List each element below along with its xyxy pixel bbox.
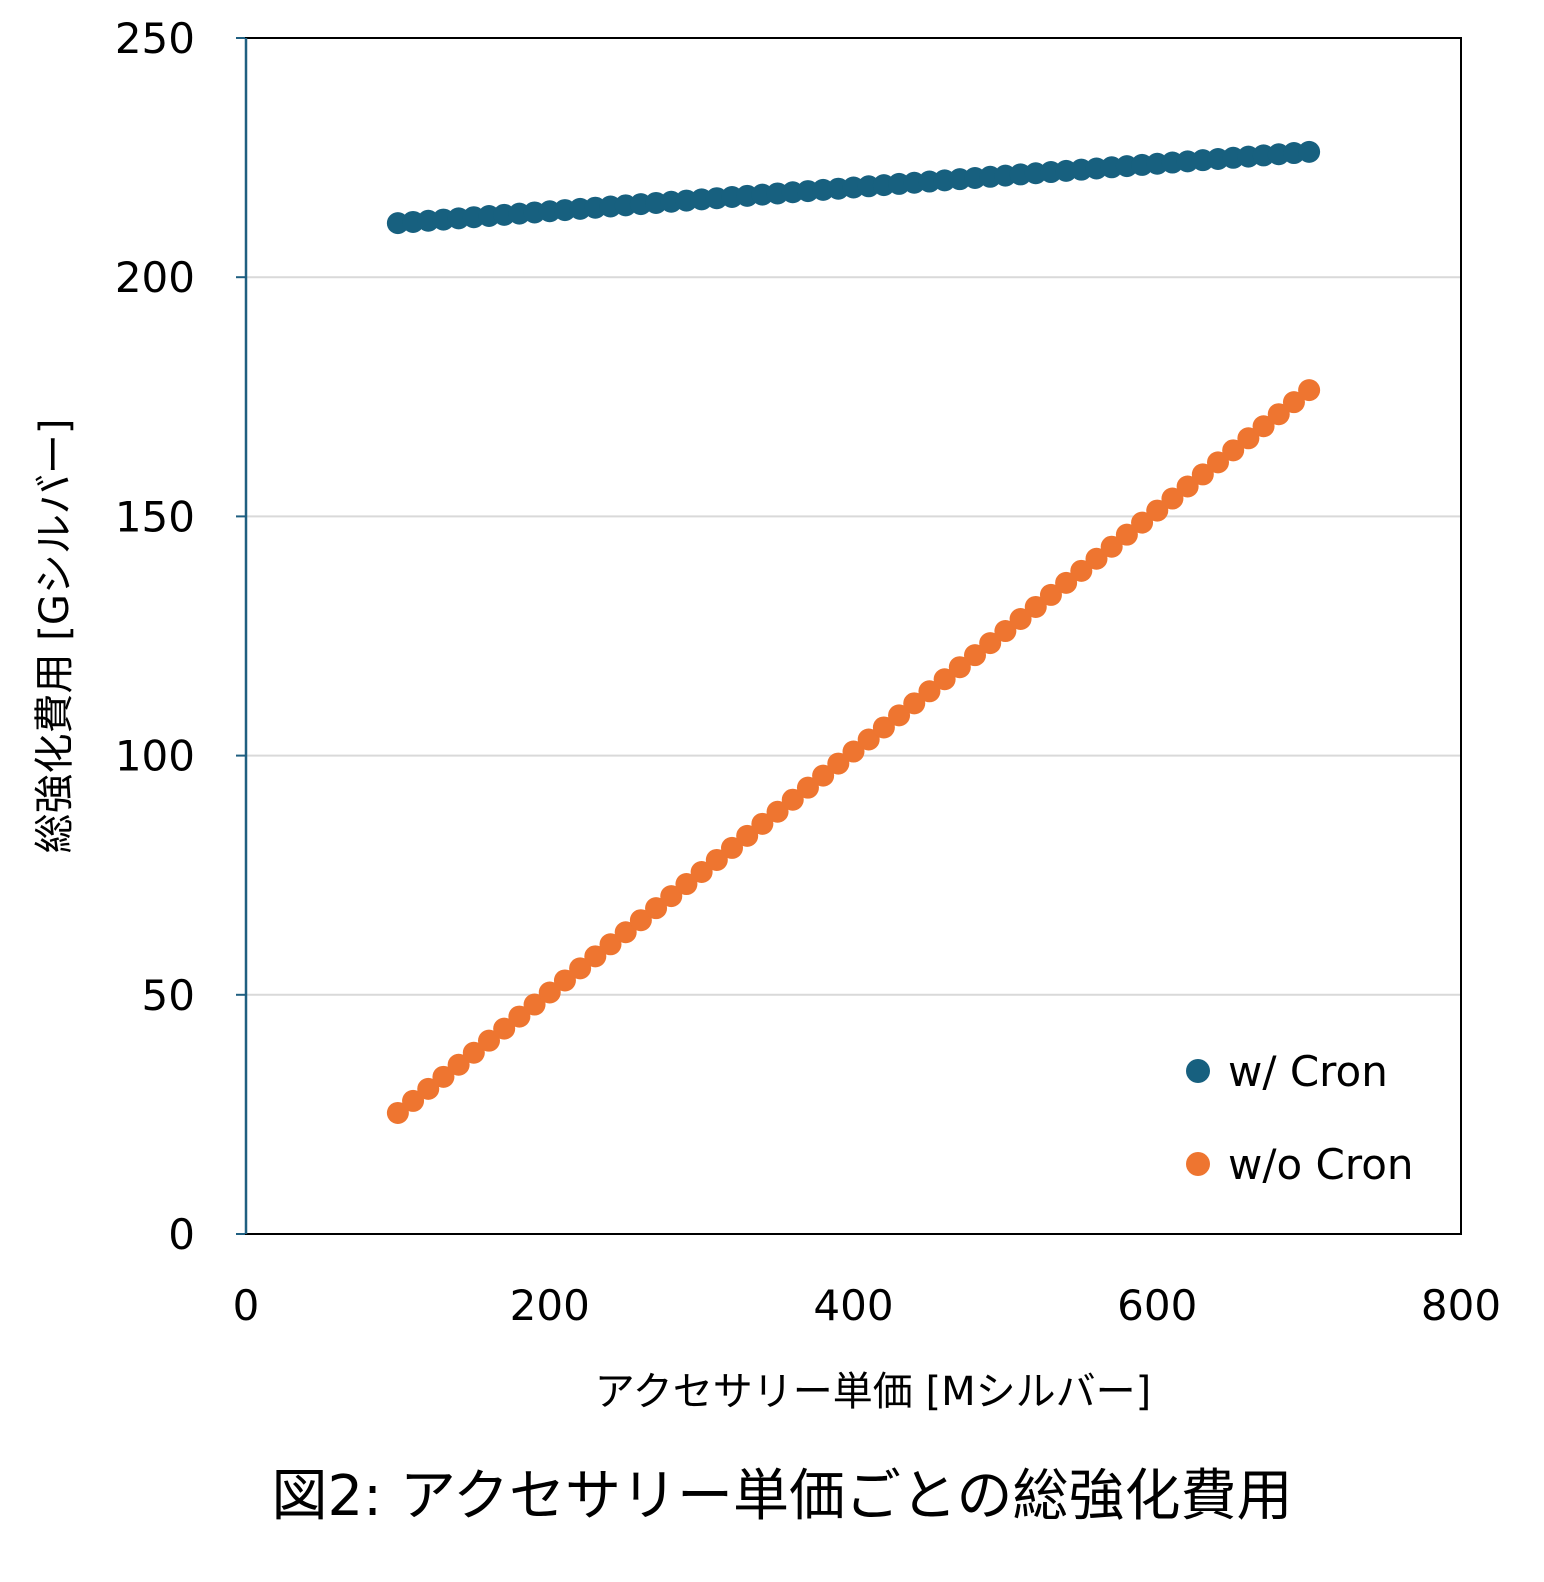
data-point xyxy=(1176,475,1199,498)
data-point xyxy=(918,680,941,703)
data-point xyxy=(447,1053,470,1076)
legend-label: w/ Cron xyxy=(1228,1047,1388,1096)
data-point xyxy=(812,764,835,787)
data-point xyxy=(1282,391,1305,414)
data-point xyxy=(1039,583,1062,606)
data-point xyxy=(645,897,668,920)
y-tick-label: 0 xyxy=(168,1210,195,1259)
y-tick-label: 50 xyxy=(142,971,195,1020)
data-point xyxy=(629,909,652,932)
data-point xyxy=(888,704,911,727)
data-point xyxy=(827,752,850,775)
series-w-o-cron xyxy=(386,379,1321,1124)
data-point xyxy=(872,716,895,739)
data-point xyxy=(994,620,1017,643)
data-point xyxy=(478,1029,500,1052)
data-points xyxy=(386,140,1321,1124)
legend-label: w/o Cron xyxy=(1228,1140,1414,1189)
y-tick-label: 250 xyxy=(115,14,195,63)
x-tick-label: 400 xyxy=(813,1281,893,1330)
data-point xyxy=(675,873,698,896)
legend: w/ Cron w/o Cron xyxy=(1186,1047,1414,1189)
data-point xyxy=(523,993,546,1016)
data-point xyxy=(538,981,561,1004)
data-point xyxy=(599,933,622,956)
data-point xyxy=(1024,595,1047,618)
data-point xyxy=(736,824,759,847)
data-point xyxy=(751,812,774,835)
legend-marker xyxy=(1186,1152,1210,1176)
data-point xyxy=(721,836,743,859)
legend-marker xyxy=(1186,1059,1210,1083)
figure-caption: 図2: アクセサリー単価ごとの総強化費用 xyxy=(272,1464,1293,1529)
y-tick-labels: 0 50 100 150 200 250 xyxy=(115,14,195,1259)
data-point xyxy=(1085,547,1108,570)
y-tick-label: 150 xyxy=(115,492,195,541)
data-point xyxy=(948,656,971,679)
data-point xyxy=(705,848,728,871)
data-point xyxy=(964,644,986,667)
x-tick-label: 0 xyxy=(233,1281,260,1330)
data-point xyxy=(842,740,865,763)
data-point xyxy=(553,969,576,992)
x-tick-label: 800 xyxy=(1421,1281,1501,1330)
data-point xyxy=(462,1041,485,1064)
data-point xyxy=(493,1017,516,1040)
x-tick-label: 200 xyxy=(510,1281,590,1330)
data-point xyxy=(903,692,926,715)
data-point xyxy=(796,776,819,799)
data-point xyxy=(1298,140,1321,163)
data-point xyxy=(1115,523,1138,546)
x-axis-label: アクセサリー単価 [Mシルバー] xyxy=(595,1369,1151,1415)
data-point xyxy=(1222,439,1245,462)
data-point xyxy=(1267,403,1290,426)
data-point xyxy=(417,1077,440,1100)
data-point xyxy=(386,1101,409,1124)
data-point xyxy=(690,861,713,884)
data-point xyxy=(660,885,683,908)
data-point xyxy=(781,788,804,811)
data-point xyxy=(1207,451,1229,474)
data-point xyxy=(1191,463,1214,486)
data-point xyxy=(857,728,880,751)
y-tick-label: 100 xyxy=(115,732,195,781)
data-point xyxy=(1161,487,1184,510)
data-point xyxy=(1055,571,1078,594)
data-point xyxy=(766,800,789,823)
y-axis-label: 総強化費用 [Gシルバー] xyxy=(32,419,78,854)
data-point xyxy=(614,921,637,944)
data-point xyxy=(584,945,607,968)
data-point xyxy=(432,1065,455,1088)
data-point xyxy=(1009,608,1032,631)
x-tick-labels: 0 200 400 600 800 xyxy=(233,1281,1501,1330)
x-tick-label: 600 xyxy=(1117,1281,1197,1330)
data-point xyxy=(1298,379,1321,402)
data-point xyxy=(1100,535,1123,558)
data-point xyxy=(1252,415,1275,438)
data-point xyxy=(508,1005,531,1028)
data-point xyxy=(1070,559,1093,582)
data-point xyxy=(979,632,1002,655)
data-point xyxy=(402,1089,425,1112)
data-point xyxy=(933,668,956,691)
data-point xyxy=(1146,499,1169,522)
data-point xyxy=(569,957,592,980)
series-w--cron xyxy=(386,140,1321,235)
y-tick-label: 200 xyxy=(115,253,195,302)
data-point xyxy=(1237,427,1260,450)
data-point xyxy=(1131,511,1154,534)
